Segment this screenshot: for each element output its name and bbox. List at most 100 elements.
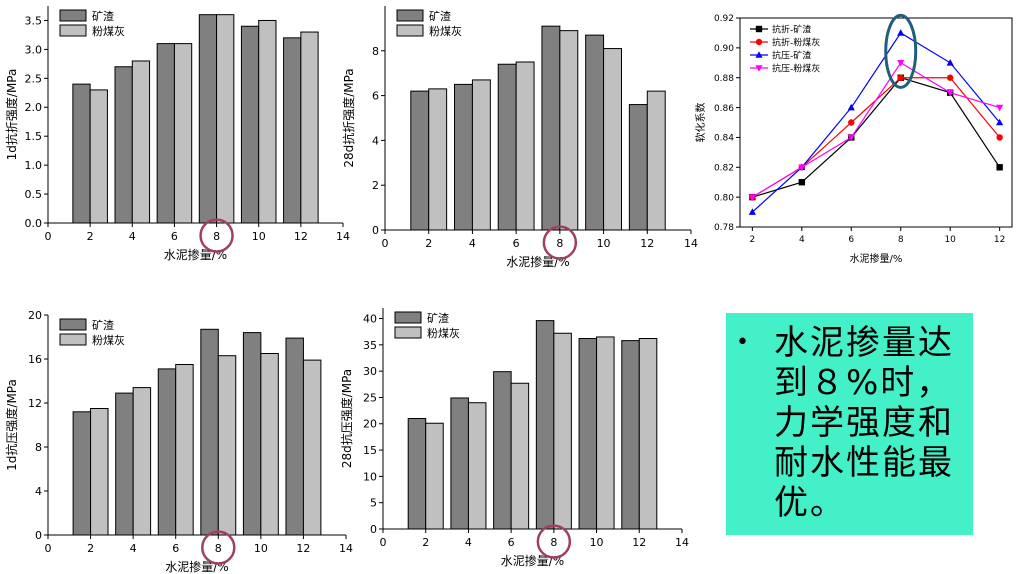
legend-swatch	[396, 9, 424, 22]
x-tick-label: 10	[254, 542, 268, 555]
y-tick-label: 1.5	[25, 130, 43, 143]
x-tick-label: 12	[294, 230, 308, 243]
y-tick-label: 3.0	[25, 43, 43, 56]
x-tick-label: 12	[994, 235, 1005, 245]
highlight-ellipse	[884, 13, 918, 89]
y-axis-label: 软化系数	[694, 103, 707, 143]
bar	[428, 88, 448, 231]
x-tick-label: 10	[252, 230, 266, 243]
y-tick-label: 0.82	[714, 164, 734, 174]
legend-swatch	[394, 326, 422, 339]
bar	[260, 353, 279, 536]
y-tick-label: 5	[370, 497, 377, 510]
bar	[603, 48, 622, 231]
legend-label: 粉煤灰	[427, 326, 460, 340]
x-tick-label: 10	[590, 536, 604, 549]
x-tick-label: 2	[425, 237, 432, 250]
y-tick-label: 40	[363, 312, 377, 325]
data-point	[946, 74, 954, 81]
y-tick-label: 4	[372, 134, 379, 147]
y-tick-label: 15	[363, 444, 377, 457]
x-tick-label: 0	[380, 536, 387, 549]
x-tick-label: 12	[640, 237, 654, 250]
data-point	[748, 208, 756, 215]
x-tick-label: 8	[213, 230, 220, 243]
x-tick-label: 2	[749, 235, 755, 245]
x-tick-label: 8	[898, 235, 904, 245]
y-tick-label: 10	[363, 470, 377, 483]
bar	[132, 387, 152, 536]
legend-swatch	[59, 333, 87, 346]
data-point	[946, 58, 954, 66]
data-point	[897, 74, 904, 81]
y-tick-label: 2	[372, 179, 379, 192]
y-tick-label: 0.84	[714, 134, 734, 144]
y-tick-label: 4	[35, 485, 42, 498]
data-point	[798, 179, 806, 186]
x-tick-label: 6	[508, 536, 515, 549]
y-tick-label: 6	[372, 90, 379, 103]
bar	[175, 364, 194, 536]
bar	[258, 19, 277, 224]
y-tick-label: 25	[363, 391, 377, 404]
data-point	[996, 104, 1004, 112]
bar	[173, 43, 193, 224]
y-tick-label: 2.0	[25, 101, 43, 114]
series-line	[752, 61, 1000, 198]
legend-swatch	[396, 24, 424, 37]
x-tick-label: 8	[556, 237, 563, 250]
y-tick-label: 0	[35, 529, 42, 542]
legend-swatch	[59, 24, 87, 37]
x-tick-label: 2	[87, 230, 94, 243]
x-tick-label: 14	[684, 237, 698, 250]
x-tick-label: 4	[465, 536, 472, 549]
x-tick-label: 10	[597, 237, 611, 250]
x-tick-label: 2	[87, 542, 94, 555]
y-tick-label: 0	[372, 224, 379, 237]
x-axis-label: 水泥掺量/%	[850, 252, 903, 265]
x-tick-label: 6	[171, 230, 178, 243]
bar	[535, 320, 555, 530]
data-point	[798, 164, 806, 172]
bar	[471, 79, 491, 231]
y-axis-label: 28d抗折强度/MPa	[341, 68, 356, 167]
x-tick-label: 0	[45, 230, 52, 243]
bar	[596, 336, 615, 530]
y-tick-label: 0.90	[714, 44, 734, 54]
x-tick-label: 6	[848, 235, 854, 245]
plot-frame	[739, 17, 1013, 228]
highlight-circle	[542, 225, 578, 260]
series-line	[751, 32, 1001, 213]
bar	[515, 61, 535, 231]
legend-label: 矿渣	[92, 9, 114, 23]
legend-marker	[755, 38, 763, 46]
x-tick-label: 8	[215, 542, 222, 555]
bar	[425, 422, 444, 530]
bar	[510, 382, 530, 530]
x-tick-label: 14	[336, 230, 350, 243]
y-tick-label: 30	[363, 365, 377, 378]
data-point	[897, 29, 905, 36]
x-tick-label: 0	[45, 542, 52, 555]
x-tick-label: 2	[422, 536, 429, 549]
bar	[89, 89, 108, 224]
legend-label: 矿渣	[92, 318, 114, 332]
legend-label: 抗压-粉煤灰	[772, 63, 820, 75]
y-tick-label: 1.0	[25, 159, 43, 172]
y-axis-label: 1d抗压强度/MPa	[4, 379, 19, 471]
bar	[302, 359, 322, 536]
x-tick-label: 14	[675, 536, 689, 549]
y-tick-label: 3.5	[25, 14, 43, 27]
y-tick-label: 16	[28, 353, 42, 366]
x-tick-label: 10	[944, 235, 956, 245]
data-point	[946, 89, 954, 97]
bar	[467, 402, 487, 530]
x-tick-label: 12	[296, 542, 310, 555]
series-line	[752, 77, 1001, 198]
legend-label: 粉煤灰	[429, 24, 462, 38]
